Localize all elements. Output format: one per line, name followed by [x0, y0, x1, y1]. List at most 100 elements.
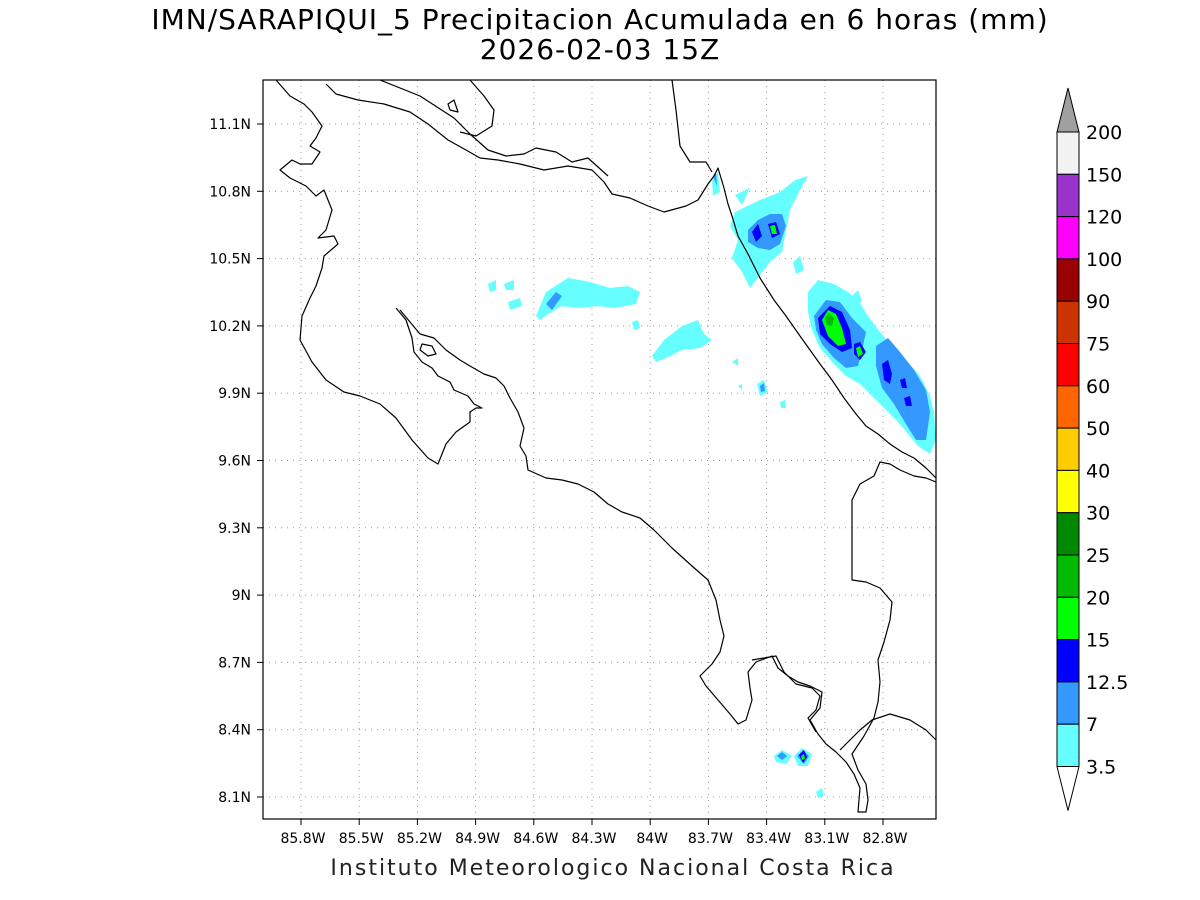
colorbar-label: 30	[1086, 503, 1110, 525]
lat-tick-label: 8.4N	[218, 723, 251, 739]
lat-tick-label: 8.1N	[218, 790, 251, 806]
graticule	[263, 80, 936, 819]
precip-cell	[825, 313, 834, 326]
precip-cell	[876, 338, 930, 440]
colorbar-label: 7	[1086, 714, 1098, 736]
axis-labels: 11.1N 10.8N 10.5N 10.2N 9.9N 9.6N 9.3N 9N 8.7N 8.…	[209, 117, 907, 847]
lon-tick-label: 83.1W	[804, 831, 849, 847]
precip-cell	[852, 290, 862, 304]
colorbar-over-arrow	[1056, 87, 1080, 133]
lon-tick-label: 83.4W	[746, 831, 791, 847]
colorbar-swatch	[1056, 258, 1080, 302]
precip-cell	[546, 292, 562, 310]
colorbar-label: 200	[1086, 122, 1122, 144]
precip-cell	[536, 278, 640, 320]
colorbar-swatch	[1056, 173, 1080, 218]
lat-tick-label: 11.1N	[209, 117, 251, 133]
precip-cell	[735, 188, 750, 205]
colorbar-label: 150	[1086, 164, 1122, 186]
colorbar-under-arrow	[1056, 766, 1080, 811]
colorbar-label: 75	[1086, 334, 1110, 356]
coastlines	[275, 79, 937, 813]
colorbar-swatch	[1056, 427, 1080, 471]
colorbar-label: 40	[1086, 460, 1110, 482]
lat-tick-label: 10.8N	[209, 184, 251, 200]
southeast-coast	[839, 713, 937, 751]
precip-cell	[801, 754, 805, 760]
colorbar-label: 12.5	[1086, 672, 1128, 694]
colorbar-swatch	[1056, 469, 1080, 514]
lon-tick-label: 84.9W	[455, 831, 500, 847]
institution-credit: Instituto Meteorologico Nacional Costa R…	[330, 856, 896, 881]
nicoya-coast	[399, 309, 937, 813]
precip-cell	[904, 396, 912, 406]
precip-cell	[770, 225, 777, 234]
precip-cell	[632, 320, 640, 330]
lon-tick-label: 85.8W	[280, 831, 325, 847]
caribbean-coast	[325, 83, 937, 479]
colorbar-swatch	[1056, 596, 1080, 641]
precip-cell	[777, 752, 787, 760]
precip-cell	[882, 360, 892, 384]
lat-tick-label: 8.7N	[218, 655, 251, 671]
colorbar-swatch	[1056, 343, 1080, 387]
colorbar-swatch	[1056, 681, 1080, 725]
map-datetime: 2026-02-03 15Z	[479, 33, 721, 66]
precip-cell	[760, 383, 765, 392]
precipitation-field	[488, 172, 936, 798]
colorbar-swatch	[1056, 723, 1080, 768]
precip-cell	[816, 788, 824, 798]
small-island	[447, 99, 459, 113]
precip-cell	[652, 320, 712, 362]
colorbar-label: 120	[1086, 207, 1122, 229]
lon-tick-label: 84W	[636, 831, 668, 847]
precip-cell	[793, 256, 804, 274]
colorbar-swatch	[1056, 300, 1080, 345]
colorbar-label: 15	[1086, 630, 1110, 652]
lat-tick-label: 9N	[232, 588, 251, 604]
gulf-nicoya-island	[419, 343, 437, 357]
lat-tick-label: 10.5N	[209, 252, 251, 268]
lon-tick-label: 85.5W	[339, 831, 384, 847]
northeast-coast	[671, 79, 713, 173]
colorbar-swatch	[1056, 131, 1080, 175]
precip-cell	[504, 280, 514, 290]
lon-tick-label: 84.3W	[571, 831, 616, 847]
nicaragua-river-border	[379, 79, 609, 177]
precip-cell	[900, 378, 907, 388]
lon-tick-label: 85.2W	[397, 831, 442, 847]
colorbar-swatch	[1056, 512, 1080, 556]
colorbar-label: 60	[1086, 376, 1110, 398]
colorbar-label: 25	[1086, 545, 1110, 567]
precip-cell	[508, 298, 522, 310]
lon-tick-label: 84.6W	[513, 831, 558, 847]
nicaragua-border	[275, 79, 483, 465]
map-frame	[262, 79, 937, 820]
colorbar-label: 50	[1086, 418, 1110, 440]
colorbar-label: 3.5	[1086, 757, 1116, 779]
lat-tick-label: 9.9N	[218, 386, 251, 402]
precip-cell	[748, 214, 786, 250]
colorbar-swatch	[1056, 639, 1080, 683]
lat-tick-label: 9.6N	[218, 454, 251, 470]
colorbar-swatch	[1056, 216, 1080, 260]
lon-tick-label: 83.7W	[688, 831, 733, 847]
precip-cell	[488, 280, 496, 292]
colorbar-legend: 200 150 120 100 90 75 60 50 40 30 25 20 15 12.5 7 3.5	[1056, 87, 1128, 811]
lake-nicaragua-shore	[459, 79, 495, 137]
precip-cell	[752, 224, 762, 242]
colorbar-label: 100	[1086, 249, 1122, 271]
precip-cell	[856, 346, 863, 357]
lat-tick-label: 10.2N	[209, 319, 251, 335]
colorbar-swatch	[1056, 554, 1080, 598]
colorbar-label: 90	[1086, 291, 1110, 313]
colorbar-label: 20	[1086, 587, 1110, 609]
colorbar-swatch	[1056, 385, 1080, 429]
precip-cell	[738, 384, 742, 390]
map-title: IMN/SARAPIQUI_5 Precipitacion Acumulada …	[151, 3, 1049, 36]
precip-cell	[732, 358, 738, 366]
lat-tick-label: 9.3N	[218, 521, 251, 537]
lon-tick-label: 82.8W	[862, 831, 907, 847]
precip-cell	[780, 400, 786, 408]
